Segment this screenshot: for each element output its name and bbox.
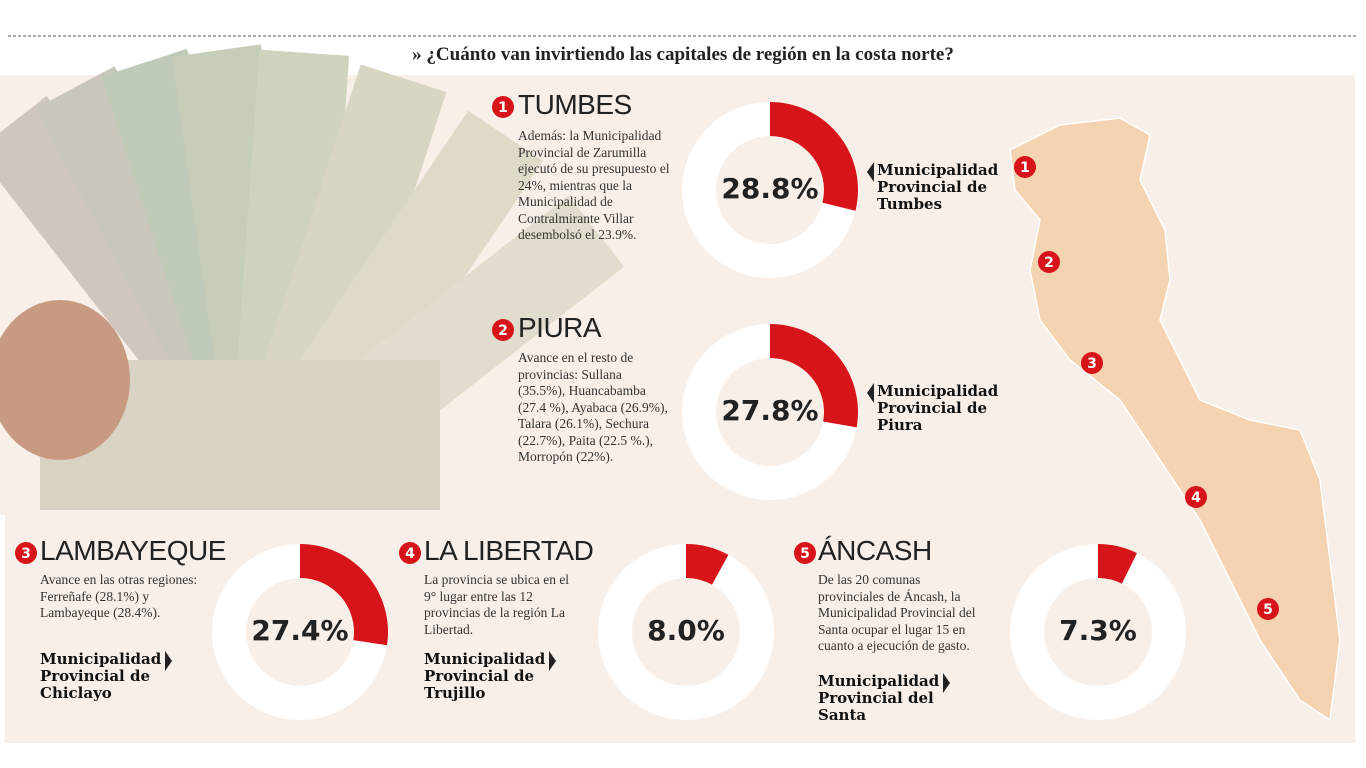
municipality: Municipalidad Provincial de Trujillo bbox=[424, 650, 546, 702]
map bbox=[1009, 117, 1341, 722]
donut-segment bbox=[300, 544, 388, 646]
number-badge bbox=[15, 542, 37, 564]
region-text: Avance en las otras regiones: Ferreñafe … bbox=[40, 572, 198, 620]
number-label: 1 bbox=[1020, 160, 1030, 176]
number-badge bbox=[1038, 251, 1060, 273]
donut-segment bbox=[686, 544, 729, 585]
municipality: Municipalidad Provincial del Santa bbox=[818, 672, 940, 724]
region-name: LAMBAYEQUE bbox=[40, 535, 226, 566]
donut-label: 7.3% bbox=[1059, 614, 1137, 647]
donut-label: 8.0% bbox=[647, 614, 725, 647]
number-badge bbox=[1014, 156, 1036, 178]
pointer bbox=[943, 673, 950, 693]
title: » ¿Cuánto van invirtiendo las capitales … bbox=[412, 44, 954, 65]
number-label: 2 bbox=[1044, 255, 1054, 271]
pointer bbox=[867, 383, 874, 403]
number-label: 3 bbox=[1087, 356, 1097, 372]
region-text: Avance en el resto de provincias: Sullan… bbox=[518, 350, 668, 464]
region-name: TUMBES bbox=[518, 89, 632, 120]
pointer bbox=[867, 162, 874, 182]
number-badge bbox=[1081, 352, 1103, 374]
region-name: ÁNCASH bbox=[818, 535, 932, 566]
region-text: La provincia se ubica en el 9° lugar ent… bbox=[424, 572, 570, 637]
number-badge bbox=[399, 542, 421, 564]
municipality: Municipalidad Provincial de Piura bbox=[877, 382, 999, 434]
number-label: 4 bbox=[405, 546, 415, 562]
region-name: LA LIBERTAD bbox=[424, 535, 594, 566]
pointer bbox=[549, 651, 556, 671]
number-badge bbox=[794, 542, 816, 564]
donut-label: 27.8% bbox=[721, 394, 819, 427]
pointer bbox=[165, 651, 172, 671]
region-name: PIURA bbox=[518, 312, 602, 343]
municipality: Municipalidad Provincial de Chiclayo bbox=[40, 650, 162, 702]
municipality: Municipalidad Provincial de Tumbes bbox=[877, 161, 999, 213]
donut-label: 28.8% bbox=[721, 172, 819, 205]
number-badge bbox=[492, 96, 514, 118]
money-photo bbox=[0, 44, 625, 515]
number-label: 3 bbox=[21, 546, 31, 562]
number-badge bbox=[1257, 598, 1279, 620]
donut-segment bbox=[770, 324, 859, 428]
donut-segment bbox=[770, 102, 858, 211]
number-label: 5 bbox=[1263, 602, 1273, 618]
number-label: 1 bbox=[498, 100, 508, 116]
region-text: De las 20 comunas provinciales de Áncash… bbox=[818, 572, 976, 653]
number-label: 5 bbox=[800, 546, 810, 562]
number-label: 4 bbox=[1191, 490, 1201, 506]
number-badge bbox=[492, 319, 514, 341]
donut-label: 27.4% bbox=[251, 614, 349, 647]
number-label: 2 bbox=[498, 323, 508, 339]
number-badge bbox=[1185, 486, 1207, 508]
donut-segment bbox=[1098, 544, 1137, 584]
region-text: Además: la Municipalidad Provincial de Z… bbox=[518, 128, 670, 242]
